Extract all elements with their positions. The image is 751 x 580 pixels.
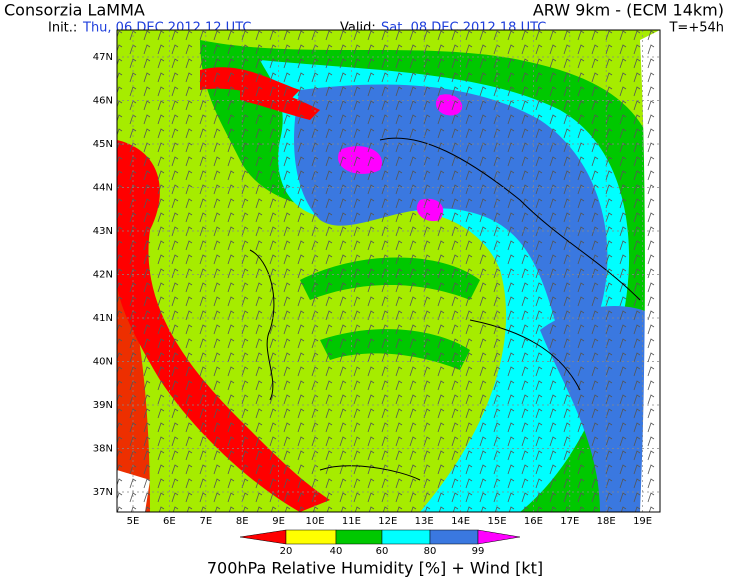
lon-label: 14E: [451, 516, 470, 527]
axis-labels: 47N 46N 45N 44N 43N 42N 41N 40N 39N 38N 37N 5E 6E 7E 8…: [93, 52, 652, 527]
lat-label: 41N: [93, 313, 113, 324]
colorbar-label: 80: [424, 546, 437, 557]
forecast-time: T=+54h: [668, 21, 724, 36]
lon-label: 5E: [127, 516, 140, 527]
lon-label: 7E: [199, 516, 212, 527]
lat-label: 44N: [93, 183, 113, 194]
lon-label: 16E: [524, 516, 543, 527]
colorbar-label: 40: [330, 546, 343, 557]
lat-label: 45N: [93, 139, 113, 150]
lon-label: 8E: [236, 516, 249, 527]
init-label: Init.:: [48, 21, 77, 36]
colorbar: [239, 529, 521, 545]
lon-label: 18E: [597, 516, 616, 527]
lat-label: 37N: [93, 487, 113, 498]
lon-label: 6E: [163, 516, 176, 527]
lat-label: 46N: [93, 96, 113, 107]
humidity-field: [117, 30, 660, 512]
lat-label: 38N: [93, 444, 113, 455]
lat-label: 42N: [93, 270, 113, 281]
lon-label: 11E: [342, 516, 361, 527]
lat-label: 47N: [93, 52, 113, 63]
colorbar-label: 60: [376, 546, 389, 557]
graticule: [117, 30, 660, 512]
lon-label: 17E: [560, 516, 579, 527]
colorbar-label: 20: [280, 546, 293, 557]
lon-label: 15E: [487, 516, 506, 527]
lon-label: 19E: [633, 516, 652, 527]
colorbar-label: 99: [472, 546, 485, 557]
lat-label: 43N: [93, 226, 113, 237]
lon-label: 10E: [305, 516, 324, 527]
map-frame: [116, 29, 661, 513]
lon-label: 9E: [272, 516, 285, 527]
caption: 700hPa Relative Humidity [%] + Wind [kt]: [207, 559, 543, 578]
lat-label: 39N: [93, 400, 113, 411]
colorbar-labels: 20 40 60 80 99: [280, 546, 485, 557]
lat-label: 40N: [93, 357, 113, 368]
model: ARW 9km - (ECM 14km): [533, 1, 724, 20]
lon-label: 12E: [378, 516, 397, 527]
lon-label: 13E: [415, 516, 434, 527]
title: Consorzia LaMMA: [4, 1, 145, 20]
